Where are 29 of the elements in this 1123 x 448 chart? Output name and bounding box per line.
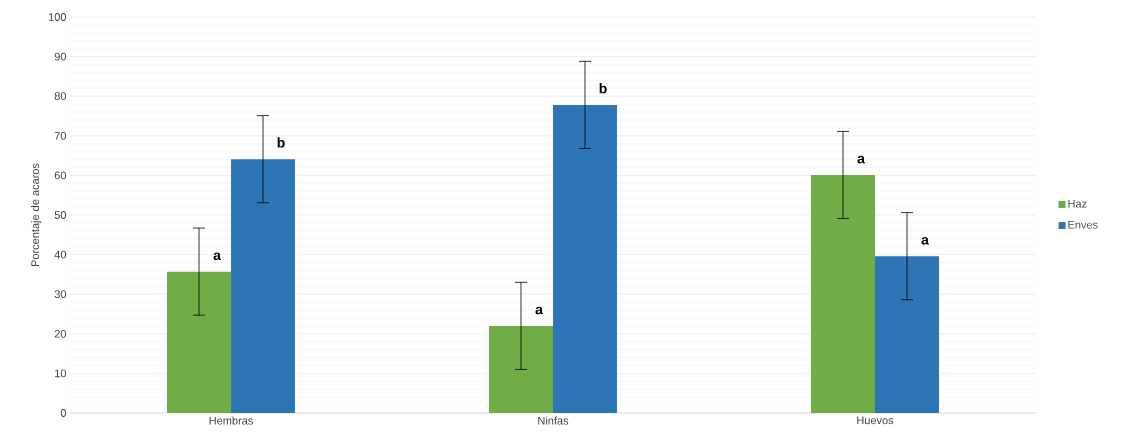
y-tick-label: 30 [54,290,67,299]
y-axis-title: Porcentaje de acaros [31,163,42,267]
annotation: a [535,306,543,315]
legend-label: Enves [1068,221,1098,229]
bar [811,175,876,413]
annotation: b [599,83,607,94]
x-tick-label: Huevos [857,416,894,425]
annotation: b [277,137,285,148]
y-tick-label: 60 [54,171,67,180]
bar [231,159,296,413]
y-tick-label: 80 [54,92,67,101]
y-tick-label: 20 [54,329,67,338]
legend-label: Haz [1068,199,1087,208]
bar [875,256,940,413]
annotation: a [213,252,221,261]
bar [489,325,554,413]
y-tick-label: 50 [54,211,67,219]
x-tick-label: Hembras [209,416,253,425]
y-tick-label: 0 [60,409,67,417]
annotation: a [921,236,929,245]
annotation: a [857,155,865,164]
y-tick-label: 10 [55,369,67,378]
bar [167,271,232,413]
y-tick-label: 90 [54,52,67,61]
x-tick-label: Ninfas [538,416,569,425]
bar [553,104,618,413]
y-tick-label: 70 [54,131,67,140]
y-tick-label: 100 [48,13,67,21]
y-tick-label: 40 [54,250,67,259]
